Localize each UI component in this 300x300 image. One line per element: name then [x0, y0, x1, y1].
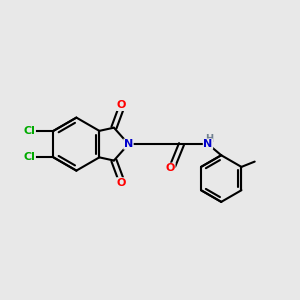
- Text: H: H: [206, 134, 214, 144]
- Text: Cl: Cl: [23, 152, 35, 162]
- Text: N: N: [203, 139, 213, 149]
- Text: O: O: [117, 178, 126, 188]
- Text: O: O: [166, 163, 175, 173]
- Text: N: N: [124, 139, 133, 149]
- Text: Cl: Cl: [23, 126, 35, 136]
- Text: O: O: [117, 100, 126, 110]
